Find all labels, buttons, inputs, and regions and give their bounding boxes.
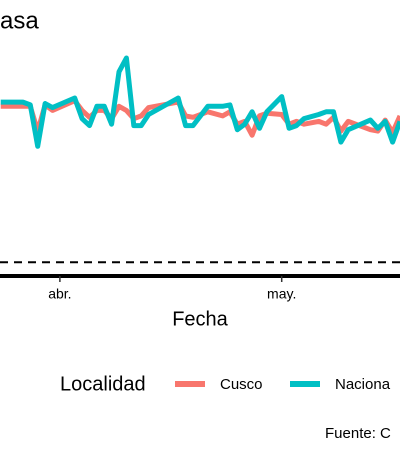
source: Fuente: C — [325, 425, 391, 442]
legend-label: Naciona — [335, 376, 391, 393]
legend-label: Cusco — [220, 376, 263, 393]
x-tick-label: abr. — [48, 286, 71, 302]
legend-title: Localidad — [60, 373, 146, 395]
x-tick-label: may. — [267, 286, 296, 302]
x-axis-label: Fecha — [172, 308, 228, 330]
series-line — [0, 55, 400, 149]
chart-title: asa — [0, 7, 39, 34]
